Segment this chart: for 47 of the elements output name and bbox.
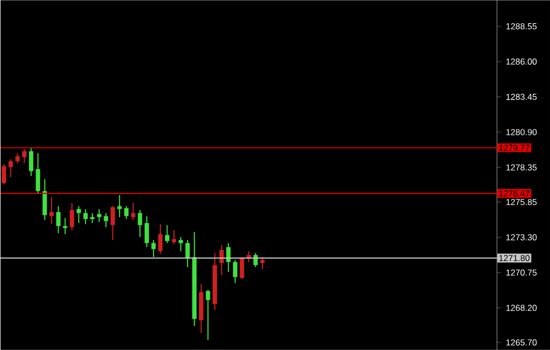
candlestick	[151, 239, 156, 258]
y-tick-label: 1280.90	[506, 128, 537, 136]
candlestick	[110, 206, 115, 240]
candlestick	[90, 212, 95, 224]
candlestick	[83, 208, 88, 225]
candlestick	[36, 152, 40, 194]
y-tick-label: 1265.70	[506, 339, 537, 346]
candlestick	[233, 259, 238, 284]
candlestick	[240, 256, 244, 280]
candlestick	[185, 239, 190, 268]
candlestick	[124, 206, 129, 220]
y-tick-label: 1270.75	[506, 269, 537, 276]
y-tick-label: 1278.35	[506, 164, 537, 170]
y-tick-label: 1268.20	[506, 304, 537, 311]
candlestick	[206, 289, 210, 340]
candlestick	[28, 148, 34, 177]
candlestick	[164, 224, 170, 244]
candlestick	[2, 163, 6, 185]
candlestick	[158, 224, 163, 254]
candlestick	[138, 209, 142, 238]
candlestick	[62, 217, 68, 235]
candlestick	[8, 158, 13, 178]
candlestick	[226, 242, 231, 272]
y-tick-label: 1273.30	[506, 234, 537, 240]
y-tick-label: 1275.85	[506, 198, 537, 205]
y-tick-label: 1283.45	[506, 94, 537, 100]
candlestick	[15, 152, 20, 164]
candlestick	[104, 212, 108, 228]
y-tick-label: 1286.00	[506, 58, 537, 65]
candlestick	[76, 206, 81, 224]
candlestick	[96, 208, 102, 223]
candlestick	[22, 148, 27, 164]
candlestick	[49, 196, 54, 225]
ref-line-label: 1276.47	[499, 190, 530, 196]
candlestick	[70, 202, 74, 231]
candlestick	[219, 244, 224, 276]
candlestick	[144, 215, 149, 248]
candlestick	[117, 194, 122, 218]
ref-line-label: 1271.80	[499, 254, 530, 262]
candlestick	[130, 202, 136, 221]
candlestick	[260, 256, 265, 270]
candlestick	[172, 229, 176, 245]
candlestick	[56, 206, 61, 234]
y-tick-label: 1288.55	[506, 23, 537, 30]
ref-line-label: 1279.77	[499, 144, 530, 151]
candlestick	[178, 236, 183, 252]
candlestick	[253, 252, 258, 268]
